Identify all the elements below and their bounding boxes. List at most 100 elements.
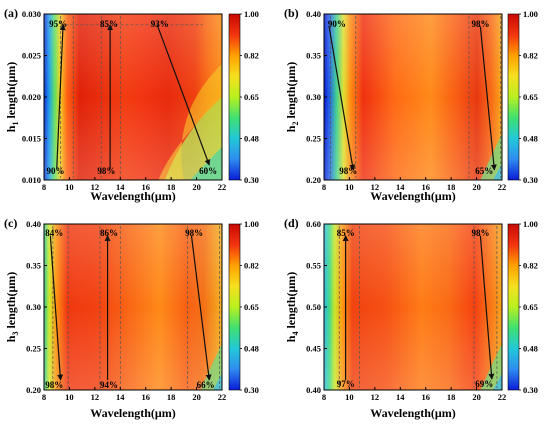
colorbar-tick-label: 0.82 — [523, 51, 538, 61]
x-tick-label: 20 — [192, 392, 201, 402]
percentage-annotation: 84% — [45, 228, 63, 238]
heatmap-shading — [44, 224, 222, 390]
percentage-annotation: 98% — [471, 228, 489, 238]
x-tick-label: 16 — [421, 392, 430, 402]
colorbar-tick-label: 0.65 — [244, 302, 259, 312]
colorbar-tick-label: 0.30 — [244, 385, 259, 395]
colorbar-tick-label: 0.30 — [523, 175, 538, 185]
percentage-annotation: 90% — [47, 166, 65, 176]
y-tick-label: 0.35 — [306, 51, 321, 61]
x-tick-label: 18 — [167, 392, 176, 402]
y-tick-label: 0.40 — [306, 9, 321, 19]
percentage-annotation: 65% — [475, 166, 493, 176]
annotation-arrow — [156, 24, 211, 166]
y-tick-label: 0.35 — [26, 261, 41, 271]
x-tick-label: 10 — [65, 182, 74, 192]
colorbar-tick-label: 0.82 — [523, 261, 538, 271]
x-tick-label: 10 — [345, 392, 354, 402]
colorbar-tick-label: 0.65 — [523, 92, 538, 102]
panel-2: 84% 98% 86% 94% 98% 66% 8 10 12 14 16 18 20 22 0.20 0.2… — [4, 216, 259, 420]
colorbar-tick-label: 1.00 — [523, 9, 538, 19]
colorbar — [507, 223, 520, 391]
x-axis-label: Wavelength(μm) — [90, 406, 175, 420]
panel-3: 85% 97% 98% 69% 8 10 12 14 16 18 20 22 0.40 0.45 0.50 0… — [284, 216, 538, 420]
x-tick-label: 18 — [447, 392, 456, 402]
colorbar-tick-label: 0.48 — [244, 134, 259, 144]
x-tick-label: 18 — [447, 182, 456, 192]
x-axis-label: Wavelength(μm) — [370, 406, 455, 420]
colorbar-tick-label: 1.00 — [244, 219, 259, 229]
percentage-annotation: 98% — [97, 166, 115, 176]
panel-1: 90% 98% 98% 65% 8 10 12 14 16 18 20 22 0.20 0.25 0.30 0… — [284, 6, 538, 203]
percentage-annotation: 85% — [100, 19, 118, 29]
colorbar-tick-label: 0.82 — [244, 51, 259, 61]
colorbar-tick-label: 0.48 — [523, 134, 538, 144]
colorbar — [507, 13, 520, 181]
x-tick-label: 8 — [42, 182, 46, 192]
annotation-arrow — [479, 235, 495, 380]
percentage-annotation: 95% — [49, 19, 67, 29]
colorbar-tick-label: 0.48 — [523, 344, 538, 354]
y-tick-label: 0.45 — [306, 344, 321, 354]
annotation-arrow — [328, 26, 356, 171]
x-tick-label: 12 — [371, 182, 380, 192]
panel-label: (b) — [284, 6, 299, 20]
y-tick-label: 0.20 — [26, 385, 41, 395]
percentage-annotation: 98% — [339, 166, 357, 176]
x-tick-label: 12 — [91, 392, 100, 402]
heatmap-shading — [324, 224, 502, 390]
percentage-annotation: 69% — [475, 379, 493, 389]
y-axis-label: h3 length(μm) — [4, 272, 20, 342]
percentage-annotation: 94% — [100, 380, 118, 390]
y-tick-label: 0.60 — [306, 219, 321, 229]
y-tick-label: 0.25 — [26, 344, 41, 354]
x-tick-label: 14 — [396, 182, 405, 192]
x-tick-label: 22 — [498, 392, 507, 402]
x-tick-label: 14 — [116, 182, 125, 192]
y-axis-label: h4 length(μm) — [284, 272, 300, 342]
colorbar — [228, 223, 241, 391]
x-tick-label: 20 — [192, 182, 201, 192]
x-tick-label: 10 — [345, 182, 354, 192]
annotation-arrow — [479, 26, 497, 171]
x-tick-label: 12 — [371, 392, 380, 402]
colorbar-tick-label: 0.65 — [244, 92, 259, 102]
y-tick-label: 0.25 — [306, 134, 321, 144]
x-axis-label: Wavelength(μm) — [370, 189, 455, 203]
annotation-arrow — [190, 235, 212, 381]
colorbar-tick-label: 0.30 — [523, 385, 538, 395]
y-tick-label: 0.40 — [306, 385, 321, 395]
x-tick-label: 18 — [167, 182, 176, 192]
heatmap-shading — [324, 14, 502, 180]
percentage-annotation: 90% — [328, 19, 346, 29]
x-tick-label: 16 — [141, 182, 150, 192]
x-axis-label: Wavelength(μm) — [90, 189, 175, 203]
colorbar-tick-label: 1.00 — [523, 219, 538, 229]
annotation-arrow — [56, 24, 66, 170]
y-axis-label: h1 length(μm) — [4, 62, 20, 132]
y-tick-label: 0.40 — [26, 219, 41, 229]
percentage-annotation: 86% — [100, 228, 118, 238]
y-tick-label: 0.20 — [306, 175, 321, 185]
heatmap-shading — [44, 14, 222, 180]
x-tick-label: 14 — [116, 392, 125, 402]
percentage-annotation: 98% — [185, 228, 203, 238]
percentage-annotation: 60% — [199, 166, 217, 176]
x-tick-label: 8 — [322, 182, 326, 192]
y-tick-label: 0.025 — [22, 51, 41, 61]
x-tick-label: 22 — [498, 182, 507, 192]
percentage-annotation: 66% — [197, 380, 215, 390]
colorbar-tick-label: 0.82 — [244, 261, 259, 271]
x-tick-label: 8 — [322, 392, 326, 402]
y-tick-label: 0.50 — [306, 302, 321, 312]
y-tick-label: 0.030 — [22, 9, 41, 19]
panel-0: 95% 90% 85% 98% 93% 60% 8 10 12 14 16 18 20 22 0.010 0.… — [4, 6, 259, 203]
colorbar — [228, 13, 241, 181]
percentage-annotation: 93% — [151, 19, 169, 29]
x-tick-label: 16 — [141, 392, 150, 402]
panel-label: (d) — [284, 216, 299, 230]
y-tick-label: 0.010 — [22, 175, 41, 185]
y-tick-label: 0.30 — [306, 92, 321, 102]
colorbar-tick-label: 0.65 — [523, 302, 538, 312]
